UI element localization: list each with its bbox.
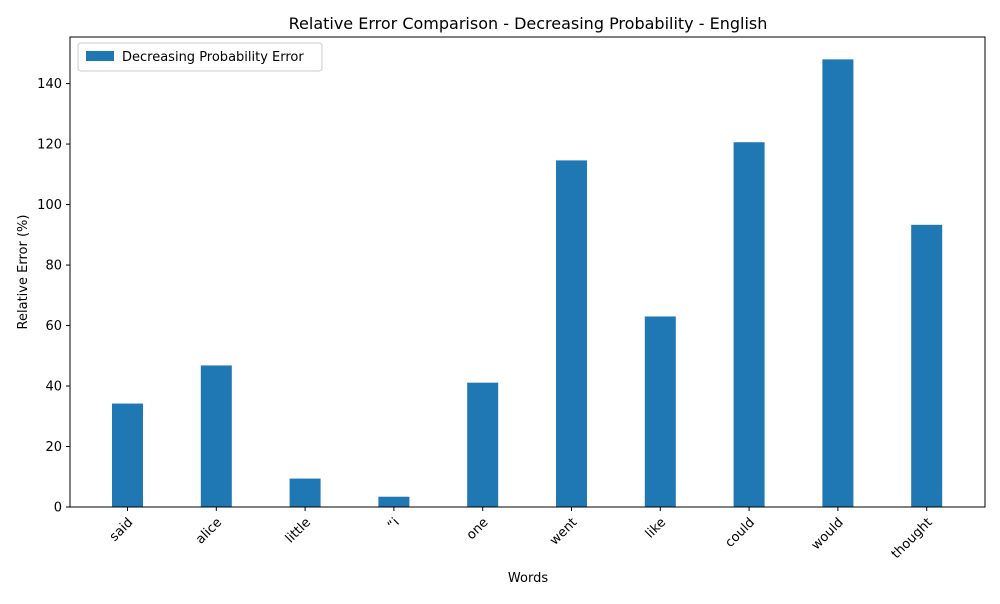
y-tick-label: 60 (45, 319, 62, 334)
x-axis-ticks: said alice little “i one went like could would th… (107, 507, 936, 562)
bar-5 (556, 160, 587, 507)
plot-frame (69, 36, 986, 508)
x-tick-label: said (107, 515, 136, 544)
legend: Decreasing Probability Error (77, 42, 323, 72)
bar-3 (378, 496, 410, 507)
x-tick-label: one (464, 515, 492, 543)
x-tick-label: alice (193, 515, 225, 547)
x-axis-label: Words (508, 571, 548, 586)
bar-4 (467, 382, 499, 507)
y-tick-label: 20 (45, 440, 62, 455)
y-tick-label: 120 (37, 138, 62, 153)
bar-8 (822, 59, 854, 507)
x-tick-label: went (547, 515, 580, 548)
y-axis-ticks: 0 20 40 60 80 100 120 140 (37, 77, 70, 516)
x-tick-label: little (283, 515, 314, 546)
y-tick-label: 80 (45, 259, 62, 274)
bars-layer (112, 59, 943, 507)
bar-1 (200, 365, 232, 507)
y-tick-label: 100 (37, 198, 62, 213)
bar-2 (289, 478, 321, 507)
bar-0 (112, 403, 143, 507)
chart-title: Relative Error Comparison - Decreasing P… (289, 14, 768, 33)
y-tick-label: 140 (37, 77, 62, 92)
x-tick-label: could (722, 515, 758, 551)
y-tick-label: 0 (54, 501, 62, 516)
y-axis-label: Relative Error (%) (16, 215, 31, 330)
x-tick-label: thought (889, 515, 936, 562)
legend-label: Decreasing Probability Error (122, 50, 304, 65)
bar-9 (911, 224, 943, 507)
bar-7 (733, 142, 765, 507)
y-tick-label: 40 (45, 380, 62, 395)
legend-swatch (86, 51, 114, 61)
x-tick-label: would (809, 515, 847, 553)
x-tick-label: “i (385, 515, 403, 533)
bar-6 (644, 316, 676, 507)
x-tick-label: like (643, 515, 669, 541)
legend-frame (77, 42, 323, 72)
